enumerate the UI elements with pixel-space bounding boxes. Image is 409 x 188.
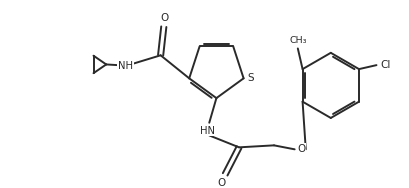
Text: O: O (160, 13, 169, 23)
Text: O: O (297, 144, 305, 154)
Text: NH: NH (118, 61, 133, 71)
Text: O: O (218, 178, 226, 188)
Text: Cl: Cl (380, 60, 391, 70)
Text: HN: HN (200, 126, 215, 136)
Text: S: S (247, 73, 254, 83)
Text: CH₃: CH₃ (289, 36, 307, 45)
